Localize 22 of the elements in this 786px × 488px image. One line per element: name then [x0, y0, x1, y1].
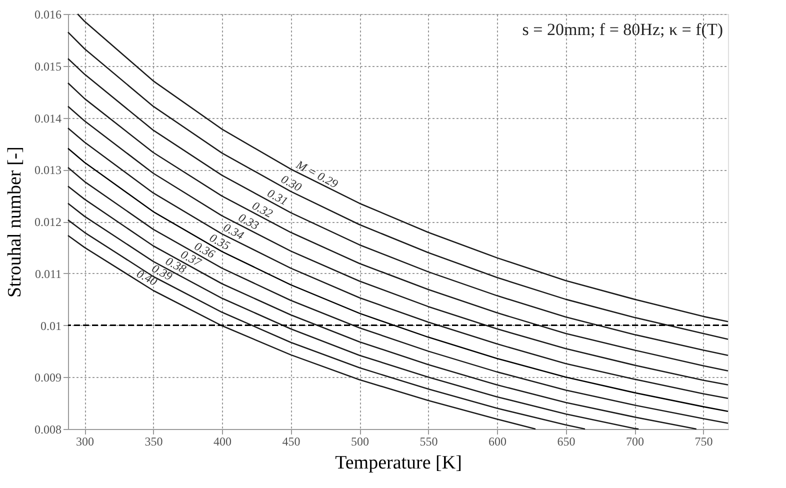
- x-tick-label: 350: [144, 434, 163, 448]
- y-tick-label: 0.016: [34, 8, 62, 22]
- x-tick-label: 650: [557, 434, 576, 448]
- x-tick-label: 400: [214, 434, 232, 448]
- y-tick-label: 0.014: [34, 111, 62, 126]
- y-tick-label: 0.015: [34, 59, 62, 74]
- x-tick-label: 550: [420, 434, 438, 448]
- y-tick-label: 0.009: [34, 370, 62, 385]
- x-axis-title: Temperature [K]: [335, 452, 462, 474]
- x-tick-label: 450: [282, 434, 300, 448]
- y-tick-label: 0.008: [34, 422, 62, 436]
- x-tick-label: 750: [694, 434, 713, 448]
- y-tick-label: 0.012: [34, 215, 62, 229]
- x-tick-label: 300: [76, 434, 94, 448]
- y-tick-label: 0.01: [40, 318, 62, 333]
- annotation: s = 20mm; f = 80Hz; κ = f(T): [522, 20, 723, 39]
- y-tick-label: 0.011: [34, 266, 62, 281]
- y-tick-label: 0.013: [34, 163, 62, 178]
- y-axis-title: Strouhal number [-]: [4, 146, 26, 298]
- x-tick-label: 700: [626, 434, 644, 448]
- x-tick-label: 500: [351, 434, 369, 448]
- x-tick-label: 600: [488, 434, 506, 448]
